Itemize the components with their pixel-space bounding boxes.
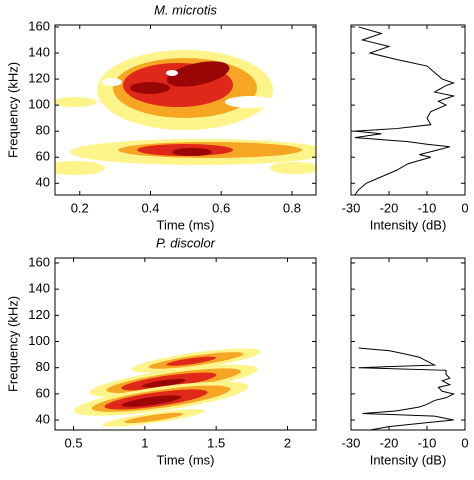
y-tick-label: 140: [28, 44, 50, 59]
y-tick-label: 60: [36, 149, 50, 164]
x-tick-label: -30: [342, 200, 361, 215]
panel-title: P. discolor: [156, 235, 216, 250]
axes-frame: [350, 257, 466, 431]
x-tick-label: -20: [380, 200, 399, 215]
x-tick-label: 0: [461, 200, 468, 215]
intensity-line: [354, 26, 456, 196]
spectrogram-top: [55, 50, 316, 175]
y-tick-label: 120: [28, 70, 50, 85]
x-tick-label: -10: [418, 435, 437, 450]
x-tick-label: 0.5: [65, 435, 83, 450]
x-axis-label: Time (ms): [156, 452, 214, 467]
x-axis-label: Intensity (dB): [370, 217, 447, 232]
x-tick-label: 1.5: [207, 435, 225, 450]
x-tick-label: 0.8: [283, 200, 301, 215]
y-axis-label: Frequency (kHz): [5, 62, 20, 158]
y-tick-label: 160: [28, 18, 50, 33]
y-tick-label: 80: [36, 123, 50, 138]
y-tick-label: 140: [28, 281, 50, 296]
x-axis-label: Intensity (dB): [370, 452, 447, 467]
y-tick-label: 80: [36, 359, 50, 374]
x-tick-label: 0: [461, 435, 468, 450]
x-axis-label: Time (ms): [156, 217, 214, 232]
y-tick-label: 40: [36, 411, 50, 426]
panel-title: M. microtis: [154, 2, 217, 17]
y-tick-label: 100: [28, 97, 50, 112]
axes-frame: [54, 24, 317, 196]
y-tick-label: 160: [28, 254, 50, 269]
x-tick-label: -20: [380, 435, 399, 450]
x-tick-label: 0.4: [141, 200, 159, 215]
y-tick-label: 120: [28, 307, 50, 322]
x-tick-label: 2: [284, 435, 291, 450]
axes-frame: [350, 24, 466, 196]
x-tick-label: -30: [342, 435, 361, 450]
y-tick-label: 40: [36, 175, 50, 190]
x-tick-label: 0.6: [212, 200, 230, 215]
y-tick-label: 60: [36, 385, 50, 400]
x-tick-label: 1: [141, 435, 148, 450]
x-tick-label: -10: [418, 200, 437, 215]
y-axis-label: Frequency (kHz): [5, 296, 20, 392]
y-tick-label: 100: [28, 333, 50, 348]
axes-frame: [54, 257, 317, 431]
x-tick-label: 0.2: [71, 200, 89, 215]
spectrogram-bottom: [73, 348, 261, 427]
intensity-line: [358, 347, 456, 431]
